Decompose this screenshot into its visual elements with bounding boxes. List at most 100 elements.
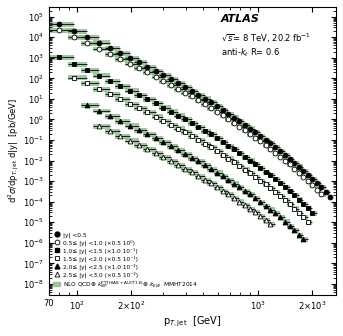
Bar — [49, 28, 74, 33]
Bar — [253, 210, 260, 215]
Bar — [81, 41, 99, 46]
Bar — [181, 152, 191, 157]
Bar — [181, 90, 191, 95]
Bar — [68, 75, 87, 80]
Bar — [287, 189, 294, 194]
Bar — [273, 211, 280, 216]
X-axis label: p$_{T,\mathrm{jet}}$  [GeV]: p$_{T,\mathrm{jet}}$ [GeV] — [163, 314, 222, 329]
Bar — [159, 73, 171, 78]
Bar — [315, 181, 321, 186]
Bar — [208, 145, 217, 150]
Bar — [292, 228, 299, 233]
Bar — [134, 60, 147, 65]
Bar — [301, 237, 308, 242]
Bar — [125, 61, 139, 67]
Bar — [175, 81, 185, 86]
Bar — [283, 198, 290, 203]
Bar — [242, 203, 250, 208]
Bar — [319, 192, 326, 197]
Bar — [201, 141, 211, 146]
Bar — [242, 167, 250, 172]
Bar — [225, 178, 234, 183]
Bar — [278, 149, 285, 154]
Bar — [225, 192, 234, 197]
Bar — [167, 77, 178, 82]
Bar — [93, 41, 110, 45]
Bar — [93, 46, 110, 51]
Bar — [220, 108, 228, 113]
Bar — [306, 220, 312, 225]
Bar — [195, 93, 204, 97]
Bar — [81, 103, 99, 108]
Bar — [258, 139, 265, 144]
Bar — [258, 214, 265, 219]
Bar — [188, 170, 198, 175]
Bar — [247, 171, 255, 176]
Bar — [201, 163, 211, 168]
Bar — [242, 189, 250, 194]
Bar — [152, 115, 163, 119]
Bar — [287, 157, 294, 162]
Bar — [81, 68, 99, 73]
Text: anti-$k_t$ R= 0.6: anti-$k_t$ R= 0.6 — [221, 47, 281, 59]
Bar — [152, 101, 163, 106]
Bar — [268, 141, 275, 146]
Bar — [167, 159, 178, 164]
Bar — [125, 101, 139, 107]
Bar — [81, 81, 99, 86]
Bar — [301, 169, 308, 174]
Bar — [134, 66, 147, 71]
Bar — [208, 167, 217, 172]
Bar — [167, 123, 178, 127]
Bar — [93, 87, 110, 92]
Bar — [115, 51, 130, 56]
Bar — [263, 218, 270, 223]
Bar — [310, 183, 317, 188]
Bar — [315, 187, 321, 192]
Bar — [214, 104, 223, 109]
Bar — [152, 69, 163, 74]
Bar — [188, 156, 198, 161]
Bar — [268, 147, 275, 152]
Bar — [195, 138, 204, 143]
Bar — [273, 177, 280, 182]
Bar — [297, 198, 304, 202]
Bar — [143, 70, 155, 75]
Bar — [143, 147, 155, 152]
Bar — [225, 157, 234, 161]
Bar — [181, 130, 191, 135]
Bar — [323, 190, 330, 195]
Bar — [188, 121, 198, 126]
Bar — [273, 151, 280, 156]
Bar — [258, 166, 265, 171]
Bar — [175, 148, 185, 153]
Bar — [134, 143, 147, 148]
Bar — [258, 134, 265, 139]
Bar — [247, 126, 255, 131]
Bar — [258, 178, 265, 183]
Bar — [319, 185, 326, 190]
Bar — [306, 206, 312, 211]
Bar — [93, 74, 110, 78]
Bar — [297, 211, 304, 216]
Bar — [195, 174, 204, 179]
Bar — [181, 85, 191, 90]
Bar — [125, 138, 139, 143]
Bar — [247, 159, 255, 163]
Bar — [125, 88, 139, 93]
Bar — [152, 136, 163, 141]
Bar — [263, 143, 270, 148]
Bar — [220, 174, 228, 179]
Bar — [292, 166, 299, 171]
Bar — [283, 159, 290, 163]
Bar — [283, 219, 290, 224]
Bar — [68, 35, 87, 40]
Bar — [159, 140, 171, 145]
Bar — [134, 106, 147, 111]
Bar — [214, 110, 223, 115]
Bar — [188, 134, 198, 139]
Bar — [201, 96, 211, 101]
Bar — [115, 119, 130, 124]
Bar — [268, 222, 275, 226]
Bar — [253, 196, 260, 201]
